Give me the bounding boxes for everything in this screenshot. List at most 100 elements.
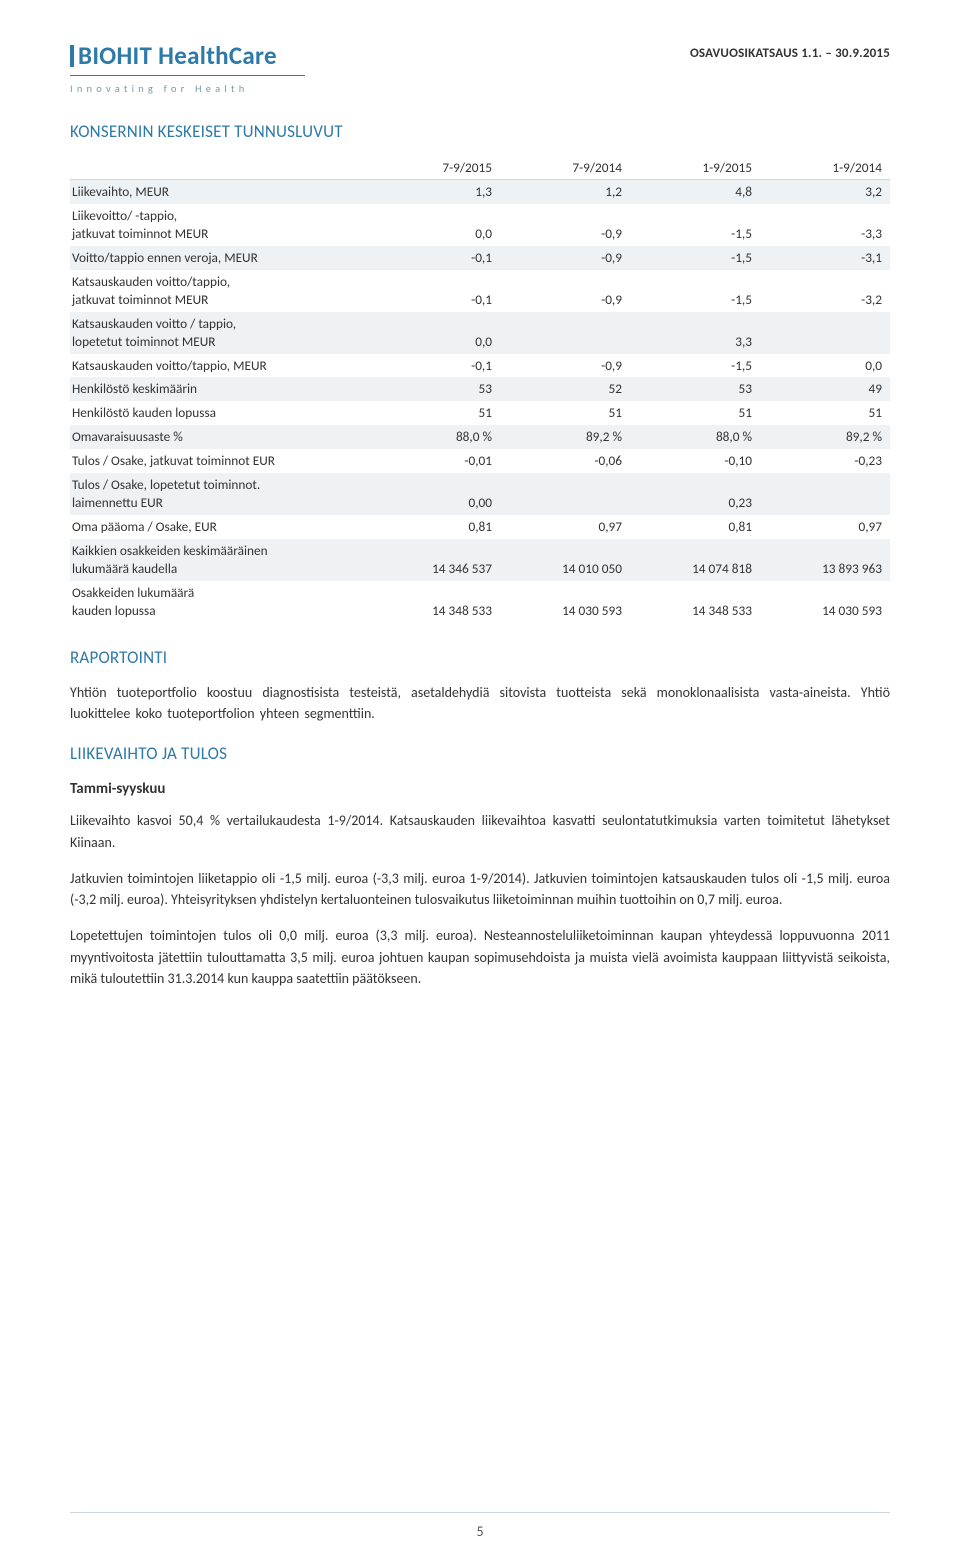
table-cell: -0,9 — [500, 246, 630, 270]
table-cell: 4,8 — [630, 180, 760, 204]
table-cell: -3,2 — [760, 270, 890, 312]
footer-divider — [70, 1512, 890, 1513]
table-header-row: 7-9/2015 7-9/2014 1-9/2015 1-9/2014 — [70, 156, 890, 180]
col-ytd-2015: 1-9/2015 — [630, 156, 760, 180]
table-row: Oma pääoma / Osake, EUR0,810,970,810,97 — [70, 515, 890, 539]
col-ytd-2014: 1-9/2014 — [760, 156, 890, 180]
revenue-paragraph-2: Jatkuvien toimintojen liiketappio oli -1… — [70, 868, 890, 911]
table-cell: 0,0 — [760, 354, 890, 378]
page-footer: 5 — [70, 1512, 890, 1540]
table-cell: 1,2 — [500, 180, 630, 204]
row-label: Henkilöstö kauden lopussa — [70, 401, 370, 425]
table-cell: -0,9 — [500, 270, 630, 312]
section-revenue-title: LIIKEVAIHTO JA TULOS — [70, 743, 890, 764]
table-cell: -1,5 — [630, 204, 760, 246]
table-cell: 0,0 — [370, 312, 500, 354]
row-label: Henkilöstö keskimäärin — [70, 377, 370, 401]
table-row: Voitto/tappio ennen veroja, MEUR-0,1-0,9… — [70, 246, 890, 270]
logo-divider — [70, 75, 305, 76]
table-cell: 14 074 818 — [630, 539, 760, 581]
table-cell: -3,1 — [760, 246, 890, 270]
table-cell: 1,3 — [370, 180, 500, 204]
table-cell: 88,0 % — [370, 425, 500, 449]
table-cell: 14 346 537 — [370, 539, 500, 581]
row-label: Osakkeiden lukumääräkauden lopussa — [70, 581, 370, 623]
table-cell: 0,97 — [760, 515, 890, 539]
table-cell: -0,06 — [500, 449, 630, 473]
table-cell: 3,3 — [630, 312, 760, 354]
table-cell: 51 — [760, 401, 890, 425]
table-cell: -0,1 — [370, 246, 500, 270]
revenue-paragraph-3: Lopetettujen toimintojen tulos oli 0,0 m… — [70, 925, 890, 990]
logo-bar-icon — [70, 45, 74, 67]
table-cell: -0,1 — [370, 270, 500, 312]
table-cell: -1,5 — [630, 246, 760, 270]
table-row: Tulos / Osake, jatkuvat toiminnot EUR-0,… — [70, 449, 890, 473]
table-cell: 49 — [760, 377, 890, 401]
table-cell: 53 — [630, 377, 760, 401]
table-cell: 89,2 % — [760, 425, 890, 449]
table-row: Tulos / Osake, lopetetut toiminnot.laime… — [70, 473, 890, 515]
table-cell: -0,10 — [630, 449, 760, 473]
table-cell: -1,5 — [630, 270, 760, 312]
table-cell: -3,3 — [760, 204, 890, 246]
reporting-paragraph: Yhtiön tuoteportfolio koostuu diagnostis… — [70, 682, 890, 725]
table-cell: -0,9 — [500, 354, 630, 378]
table-row: Kaikkien osakkeiden keskimääräinenlukumä… — [70, 539, 890, 581]
table-row: Henkilöstö kauden lopussa51515151 — [70, 401, 890, 425]
table-cell: -0,23 — [760, 449, 890, 473]
logo-text: BIOHIT HealthCare — [78, 40, 277, 71]
row-label: Katsauskauden voitto/tappio, MEUR — [70, 354, 370, 378]
table-cell — [500, 473, 630, 515]
table-cell: 14 030 593 — [500, 581, 630, 623]
table-cell: -0,9 — [500, 204, 630, 246]
table-row: Katsauskauden voitto/tappio,jatkuvat toi… — [70, 270, 890, 312]
key-figures-table: 7-9/2015 7-9/2014 1-9/2015 1-9/2014 Liik… — [70, 156, 890, 623]
page-header: BIOHIT HealthCare Innovating for Health … — [70, 40, 890, 95]
table-row: Omavaraisuusaste %88,0 %89,2 %88,0 %89,2… — [70, 425, 890, 449]
table-cell: 51 — [370, 401, 500, 425]
table-cell: 0,0 — [370, 204, 500, 246]
table-row: Liikevoitto/ -tappio,jatkuvat toiminnot … — [70, 204, 890, 246]
table-cell — [760, 473, 890, 515]
table-cell — [760, 312, 890, 354]
table-row: Osakkeiden lukumääräkauden lopussa14 348… — [70, 581, 890, 623]
col-q3-2015: 7-9/2015 — [370, 156, 500, 180]
table-cell: 0,81 — [630, 515, 760, 539]
section-key-figures-title: KONSERNIN KESKEISET TUNNUSLUVUT — [70, 121, 890, 142]
table-cell: 14 030 593 — [760, 581, 890, 623]
page-number: 5 — [70, 1523, 890, 1540]
table-cell: 0,00 — [370, 473, 500, 515]
logo-block: BIOHIT HealthCare Innovating for Health — [70, 40, 305, 95]
table-cell: 14 010 050 — [500, 539, 630, 581]
table-row: Katsauskauden voitto/tappio, MEUR-0,1-0,… — [70, 354, 890, 378]
table-cell: 14 348 533 — [630, 581, 760, 623]
table-cell: -0,1 — [370, 354, 500, 378]
subsection-period: Tammi-syyskuu — [70, 780, 890, 798]
row-label: Tulos / Osake, lopetetut toiminnot.laime… — [70, 473, 370, 515]
row-label: Oma pääoma / Osake, EUR — [70, 515, 370, 539]
section-reporting-title: RAPORTOINTI — [70, 647, 890, 668]
table-cell: 51 — [500, 401, 630, 425]
table-row: Henkilöstö keskimäärin53525349 — [70, 377, 890, 401]
logo-main: BIOHIT HealthCare — [70, 40, 305, 71]
revenue-paragraph-1: Liikevaihto kasvoi 50,4 % vertailukaudes… — [70, 810, 890, 853]
table-cell: 14 348 533 — [370, 581, 500, 623]
col-q3-2014: 7-9/2014 — [500, 156, 630, 180]
row-label: Katsauskauden voitto / tappio,lopetetut … — [70, 312, 370, 354]
table-cell: 88,0 % — [630, 425, 760, 449]
row-label: Kaikkien osakkeiden keskimääräinenlukumä… — [70, 539, 370, 581]
table-cell: 51 — [630, 401, 760, 425]
row-label: Voitto/tappio ennen veroja, MEUR — [70, 246, 370, 270]
table-cell: 53 — [370, 377, 500, 401]
table-cell: 3,2 — [760, 180, 890, 204]
table-cell: -1,5 — [630, 354, 760, 378]
table-cell: 0,23 — [630, 473, 760, 515]
table-cell: 0,81 — [370, 515, 500, 539]
table-cell: 0,97 — [500, 515, 630, 539]
row-label: Omavaraisuusaste % — [70, 425, 370, 449]
row-label: Liikevoitto/ -tappio,jatkuvat toiminnot … — [70, 204, 370, 246]
table-cell — [500, 312, 630, 354]
table-cell: 13 893 963 — [760, 539, 890, 581]
row-label: Katsauskauden voitto/tappio,jatkuvat toi… — [70, 270, 370, 312]
